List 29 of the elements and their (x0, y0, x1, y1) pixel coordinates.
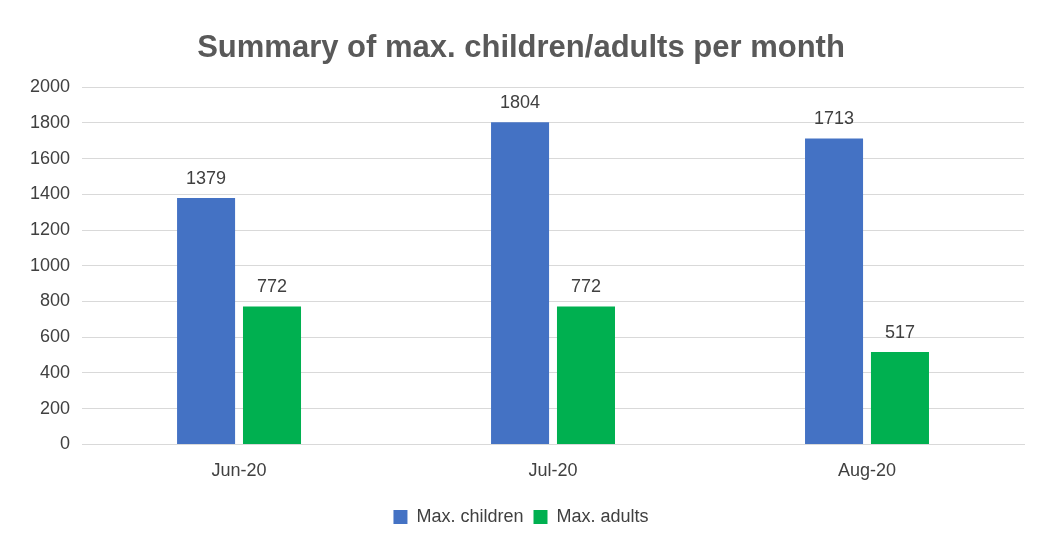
bar (870, 352, 929, 444)
y-tick-label: 1800 (30, 111, 71, 132)
legend-label: Max. adults (556, 505, 649, 526)
x-tick-label: Jun-20 (211, 460, 267, 481)
x-tick-label: Jul-20 (528, 460, 578, 481)
data-label: 1713 (814, 108, 855, 129)
data-label: 772 (256, 276, 288, 297)
y-tick-label: 1600 (30, 147, 71, 168)
data-label: 517 (884, 322, 915, 343)
bar (491, 122, 550, 444)
y-tick-label: 2000 (30, 76, 71, 97)
data-label: 1379 (186, 168, 227, 189)
bar (242, 306, 302, 444)
bar (805, 138, 864, 444)
bar (556, 306, 615, 444)
y-tick-label: 200 (40, 397, 71, 418)
y-tick-label: 600 (40, 326, 71, 347)
legend-label: Max. children (416, 505, 524, 526)
chart-title: Summary of max. children/adults per month (197, 29, 845, 65)
data-label: 772 (570, 276, 602, 297)
y-tick-label: 1200 (30, 219, 71, 240)
bar (177, 198, 236, 444)
y-tick-label: 1000 (30, 254, 71, 275)
data-label: 1804 (500, 92, 541, 113)
y-tick-label: 1400 (30, 183, 71, 204)
y-tick-label: 400 (40, 361, 71, 382)
y-tick-label: 0 (60, 433, 71, 454)
y-tick-label: 800 (40, 290, 71, 311)
x-tick-label: Aug-20 (837, 460, 897, 481)
